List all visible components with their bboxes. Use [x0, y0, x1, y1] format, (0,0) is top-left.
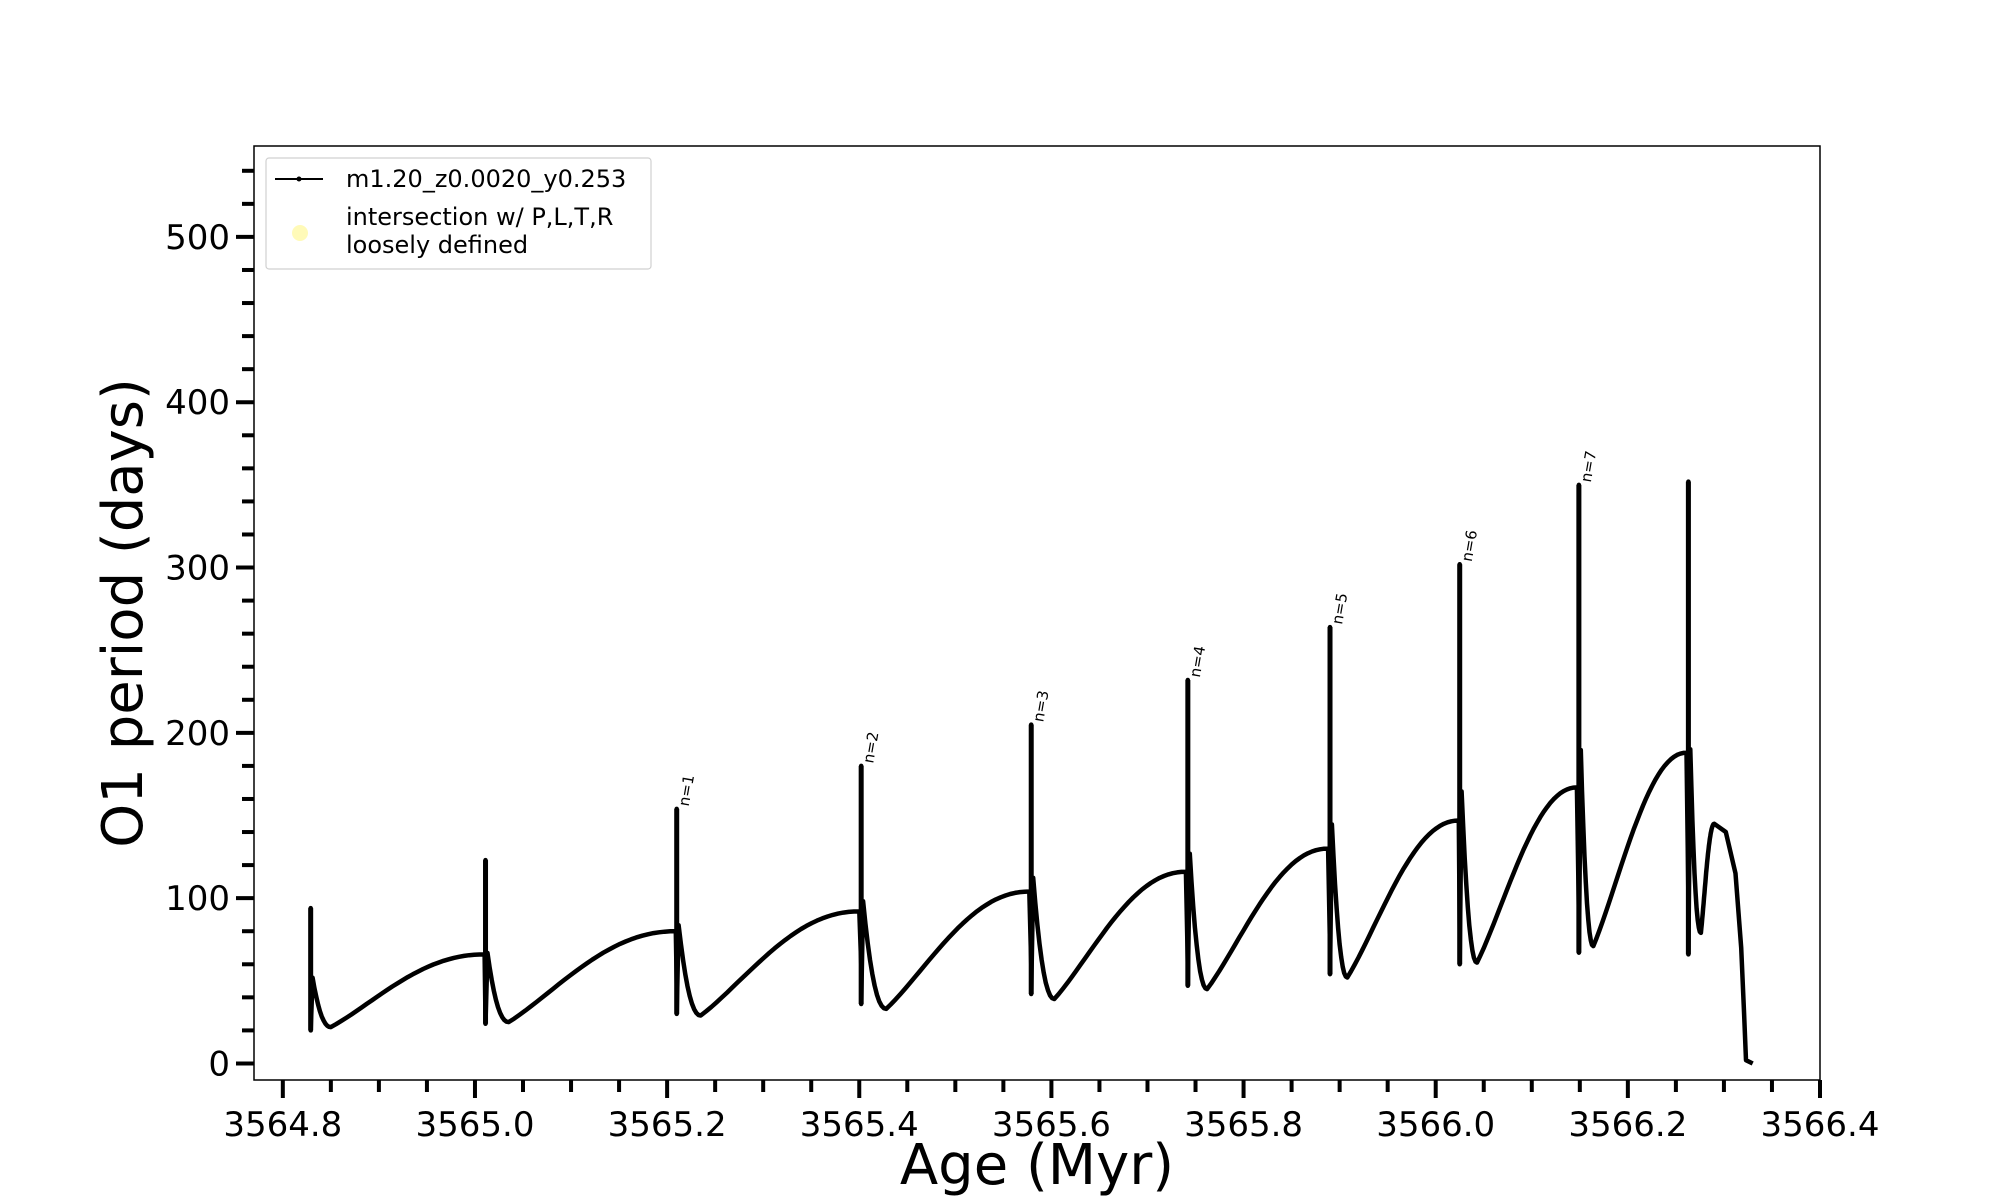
- x-tick-label: 3565.0: [415, 1105, 534, 1145]
- y-tick-label: 200: [165, 714, 230, 754]
- pulse-label: n=5: [1328, 591, 1351, 625]
- y-tick-label: 500: [165, 218, 230, 258]
- x-tick-label: 3564.8: [223, 1105, 342, 1145]
- x-tick-label: 3565.6: [992, 1105, 1111, 1145]
- x-tick-label: 3566.4: [1761, 1105, 1880, 1145]
- x-axis-label: Age (Myr): [900, 1133, 1174, 1198]
- y-axis: 0 100 200 300 400 500: [165, 168, 254, 1084]
- pulse-label: n=6: [1458, 529, 1481, 563]
- pulse-label: n=4: [1186, 644, 1209, 678]
- legend-circle-marker: [292, 225, 308, 241]
- legend-box: [265, 157, 652, 270]
- x-tick-label: 3566.0: [1376, 1105, 1495, 1145]
- y-tick-label: 400: [165, 383, 230, 423]
- x-tick-label: 3565.2: [608, 1105, 727, 1145]
- y-tick-label: 100: [165, 879, 230, 919]
- legend-label-intersection-line2: loosely defined: [346, 231, 528, 259]
- pulse-label: n=2: [859, 730, 882, 764]
- y-axis-label: O1 period (days): [91, 378, 156, 848]
- x-tick-label: 3566.2: [1568, 1105, 1687, 1145]
- pulse-label: n=7: [1577, 449, 1600, 483]
- legend-label-intersection-line1: intersection w/ P,L,T,R: [346, 203, 613, 231]
- x-axis: 3564.8 3565.0 3565.2 3565.4 3565.6 3565.8 3566…: [223, 1080, 1879, 1145]
- y-tick-label: 0: [208, 1044, 230, 1084]
- annotations: n=1 n=2 n=3 n=4 n=5 n=6 n=7: [675, 449, 1600, 807]
- series-layer: [308, 479, 1754, 1066]
- x-tick-label: 3565.4: [800, 1105, 919, 1145]
- legend: m1.20_z0.0020_y0.253 intersection w/ P,L…: [265, 157, 652, 270]
- legend-dot-marker: [296, 176, 302, 182]
- pulse-label: n=1: [675, 773, 698, 807]
- x-tick-label: 3565.8: [1184, 1105, 1303, 1145]
- y-tick-label: 300: [165, 549, 230, 589]
- pulse-label: n=3: [1029, 689, 1052, 723]
- legend-label-series: m1.20_z0.0020_y0.253: [346, 165, 626, 193]
